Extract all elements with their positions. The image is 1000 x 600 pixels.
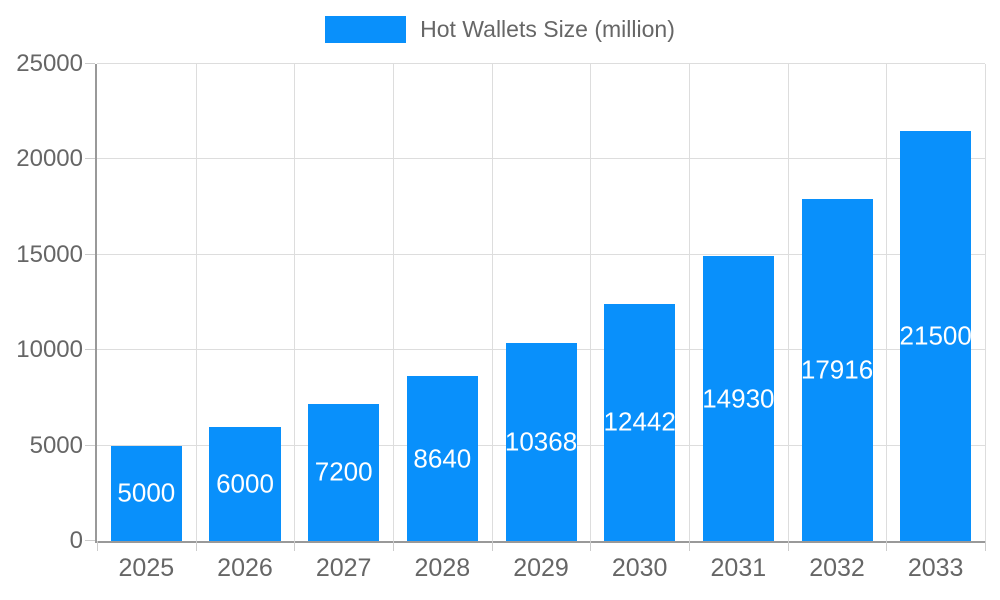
legend-swatch bbox=[325, 16, 407, 43]
bar-value-label: 17916 bbox=[800, 354, 874, 385]
bar-2030[interactable]: 12442 bbox=[603, 303, 676, 541]
bar-slot: 17916 bbox=[788, 64, 887, 541]
bar-slot: 6000 bbox=[196, 64, 295, 541]
bar-2032[interactable]: 17916 bbox=[800, 199, 874, 541]
x-tick-mark bbox=[590, 541, 592, 551]
y-tick-mark bbox=[85, 253, 95, 255]
bar-2027[interactable]: 7200 bbox=[308, 403, 380, 541]
bar-slot: 14930 bbox=[689, 64, 788, 541]
gridline-vertical bbox=[392, 64, 394, 541]
x-tick-mark bbox=[787, 541, 789, 551]
bar-slot: 12442 bbox=[590, 64, 689, 541]
x-tick-mark bbox=[688, 541, 690, 551]
y-axis-tick-label: 20000 bbox=[16, 145, 83, 173]
x-axis-tick-label: 2031 bbox=[710, 554, 767, 582]
y-tick-mark bbox=[85, 540, 95, 541]
gridline-horizontal bbox=[97, 63, 985, 64]
y-axis-tick-label: 10000 bbox=[16, 336, 83, 364]
gridline-vertical bbox=[787, 64, 789, 541]
y-tick-mark bbox=[85, 158, 95, 160]
axis-layer: 0 5000 10000 15000 20000 25000 2025 2026 2027 202… bbox=[16, 50, 986, 582]
bar-slot: 10368 bbox=[492, 64, 591, 541]
bar-value-label: 14930 bbox=[702, 383, 775, 414]
bar-value-label: 12442 bbox=[603, 406, 676, 437]
y-axis-tick-label: 5000 bbox=[29, 431, 83, 459]
bar-value-label: 21500 bbox=[899, 320, 972, 351]
bar-slot: 5000 bbox=[97, 64, 196, 541]
gridline-vertical bbox=[985, 64, 986, 541]
gridline-vertical bbox=[195, 64, 197, 541]
bar-value-label: 8640 bbox=[413, 443, 472, 474]
bar-2031[interactable]: 14930 bbox=[702, 256, 775, 541]
plot-area: 5000 6000 7200 8640 10368 12442 14930 17916 2150… bbox=[16, 50, 986, 582]
bar-slot: 8640 bbox=[393, 64, 492, 541]
bar-slot: 21500 bbox=[886, 64, 985, 541]
bar-2028[interactable]: 8640 bbox=[406, 376, 478, 541]
bar-value-label: 7200 bbox=[314, 456, 373, 487]
x-axis-tick-label: 2025 bbox=[118, 554, 175, 582]
bar-value-label: 10368 bbox=[504, 426, 578, 457]
bar-2029[interactable]: 10368 bbox=[504, 343, 578, 541]
x-tick-mark bbox=[294, 541, 296, 551]
bar-2025[interactable]: 5000 bbox=[110, 445, 182, 541]
x-axis-tick-label: 2032 bbox=[809, 554, 865, 582]
y-tick-mark bbox=[85, 63, 95, 64]
y-axis-tick-label: 15000 bbox=[16, 240, 83, 268]
x-axis-tick-label: 2026 bbox=[217, 554, 273, 582]
gridline-horizontal bbox=[97, 158, 985, 160]
bar-value-label: 6000 bbox=[216, 468, 274, 499]
y-axis-tick-label: 0 bbox=[69, 527, 83, 554]
x-tick-mark bbox=[195, 541, 197, 551]
gridline-horizontal bbox=[97, 253, 985, 255]
x-tick-mark bbox=[491, 541, 493, 551]
gridline-vertical bbox=[294, 64, 296, 541]
y-tick-mark bbox=[85, 444, 95, 446]
bar-value-label: 5000 bbox=[117, 477, 176, 508]
legend-label: Hot Wallets Size (million) bbox=[420, 16, 675, 42]
x-axis-tick-label: 2027 bbox=[315, 554, 372, 582]
legend-item[interactable]: Hot Wallets Size (million) bbox=[0, 16, 1000, 43]
gridline-vertical bbox=[886, 64, 888, 541]
x-axis-tick-label: 2033 bbox=[907, 554, 964, 582]
bar-2033[interactable]: 21500 bbox=[899, 130, 972, 541]
x-axis-tick-label: 2029 bbox=[513, 554, 569, 582]
bar-slot: 7200 bbox=[294, 64, 393, 541]
x-tick-mark bbox=[392, 541, 394, 551]
x-tick-mark bbox=[97, 541, 98, 551]
x-tick-mark bbox=[985, 541, 986, 551]
x-axis-tick-label: 2028 bbox=[414, 554, 471, 582]
bars-layer: 5000 6000 7200 8640 10368 12442 14930 17916 2150… bbox=[97, 64, 985, 541]
y-tick-mark bbox=[85, 349, 95, 351]
gridline-vertical bbox=[491, 64, 493, 541]
x-axis-tick-label: 2030 bbox=[611, 554, 668, 582]
gridline-vertical bbox=[688, 64, 690, 541]
bar-2026[interactable]: 6000 bbox=[209, 426, 281, 541]
x-tick-mark bbox=[886, 541, 888, 551]
y-axis-tick-label: 25000 bbox=[16, 50, 83, 77]
gridline-vertical bbox=[590, 64, 592, 541]
